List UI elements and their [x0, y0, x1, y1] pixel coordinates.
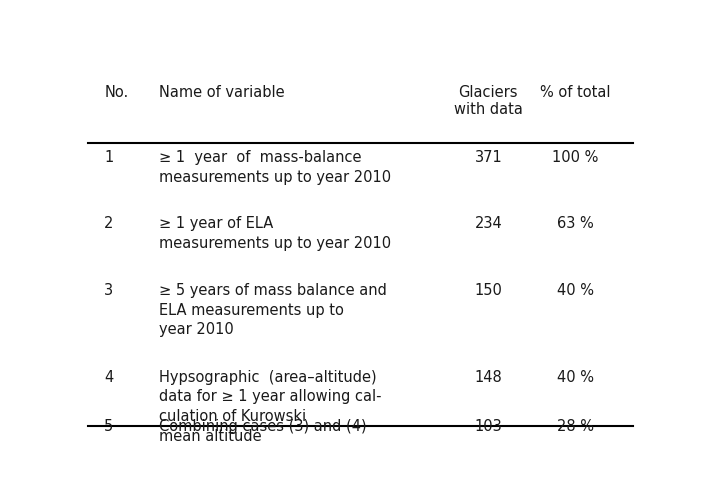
Text: 40 %: 40 %: [557, 283, 594, 298]
Text: ≥ 1  year  of  mass-balance
measurements up to year 2010: ≥ 1 year of mass-balance measurements up…: [159, 150, 391, 185]
Text: Hypsographic  (area–altitude)
data for ≥ 1 year allowing cal-
culation of Kurows: Hypsographic (area–altitude) data for ≥ …: [159, 370, 381, 444]
Text: 103: 103: [475, 419, 502, 434]
Text: No.: No.: [104, 85, 129, 100]
Text: 371: 371: [475, 150, 502, 165]
Text: 2: 2: [104, 216, 114, 231]
Text: ≥ 1 year of ELA
measurements up to year 2010: ≥ 1 year of ELA measurements up to year …: [159, 216, 391, 251]
Text: 40 %: 40 %: [557, 370, 594, 385]
Text: 5: 5: [104, 419, 113, 434]
Text: 63 %: 63 %: [557, 216, 594, 231]
Text: 234: 234: [475, 216, 502, 231]
Text: 3: 3: [104, 283, 113, 298]
Text: 100 %: 100 %: [553, 150, 599, 165]
Text: 148: 148: [475, 370, 502, 385]
Text: Name of variable: Name of variable: [159, 85, 284, 100]
Text: 4: 4: [104, 370, 113, 385]
Text: Combining cases (3) and (4): Combining cases (3) and (4): [159, 419, 366, 434]
Text: 1: 1: [104, 150, 113, 165]
Text: 150: 150: [475, 283, 502, 298]
Text: Glaciers
with data: Glaciers with data: [454, 85, 523, 117]
Text: ≥ 5 years of mass balance and
ELA measurements up to
year 2010: ≥ 5 years of mass balance and ELA measur…: [159, 283, 387, 337]
Text: % of total: % of total: [540, 85, 611, 100]
Text: 28 %: 28 %: [557, 419, 594, 434]
